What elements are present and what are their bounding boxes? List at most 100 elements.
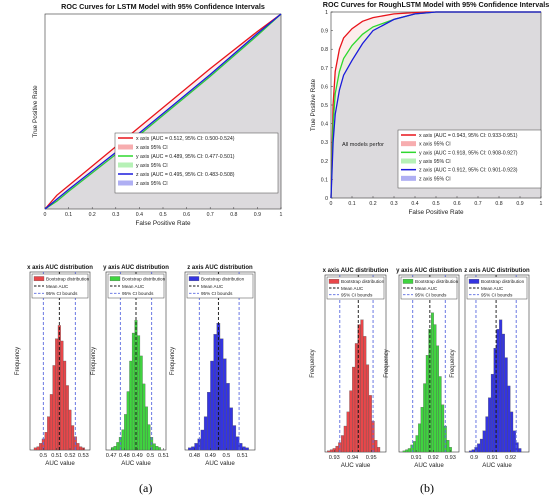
hist_a_x-bar <box>33 447 37 451</box>
hist_a_x-plot: x axis AUC distribution AUC value Frequenc… <box>15 265 93 467</box>
hist_b_y-xtick-label: 0.93 <box>445 455 456 461</box>
hist_a_z-ylabel: Frequency <box>170 347 176 375</box>
hist_a_y-xtick-label: 0.48 <box>119 453 130 459</box>
roc_b-legend-entry: x axis 95% CI <box>419 142 451 148</box>
hist_a_z-bar <box>229 407 233 451</box>
hist_b_x-bar <box>354 343 358 453</box>
hist_b_z-plot: z axis AUC distribution AUC value Frequenc… <box>450 268 530 469</box>
roc_a-xtick-label: 0.3 <box>112 212 119 218</box>
legend-bar-swatch <box>109 276 121 282</box>
hist_b_z-bar <box>499 319 503 453</box>
hist_b_z-bar <box>479 438 483 453</box>
roc_b-xtick-label: 0.3 <box>390 201 397 207</box>
hist_b_y-bar <box>407 448 411 453</box>
hist_a_x-bar <box>44 432 48 451</box>
hist_a_y-bar <box>155 446 159 451</box>
hist_a_x-bar <box>79 446 83 451</box>
hist_b_z-bar <box>482 430 486 453</box>
hist_b_x-plot: x axis AUC distribution AUC value Frequenc… <box>310 268 389 469</box>
roc_b-xtick-label: 0.8 <box>495 201 502 207</box>
hist_a_x-bar <box>60 340 64 451</box>
hist_b_z-bar <box>490 373 494 453</box>
hist_a_z-bar <box>210 360 214 451</box>
hist_b_x-legend-entry: Bootstrap distribution <box>341 279 385 284</box>
hist_a_z-bar <box>219 338 224 451</box>
hist_b_z-bar <box>496 329 500 453</box>
roc_b-ytick-label: 0.9 <box>321 29 328 35</box>
hist_b_x-bar <box>346 411 350 453</box>
hist_a_y-xlabel: AUC value <box>121 460 151 467</box>
roc_a-xtick-label: 0.7 <box>207 212 214 218</box>
hist_a_z-bar <box>245 447 249 451</box>
hist_b_y-bar <box>412 441 416 453</box>
hist_b_x-bar <box>352 366 356 453</box>
hist_a_y-bar <box>129 360 133 451</box>
hist_b_y-bar <box>405 449 409 453</box>
hist_a_z-bar <box>232 425 237 451</box>
hist_b_y-xlabel: AUC value <box>414 462 444 469</box>
roc_b-xtick-label: 0.4 <box>411 201 418 207</box>
hist_a_x-bar <box>52 365 56 451</box>
hist_a_x-bar <box>36 446 40 451</box>
hist_b_y-plot: y axis AUC distribution AUC value Frequenc… <box>384 268 462 469</box>
roc_b-xtick-label: 0.6 <box>453 201 460 207</box>
roc_a-legend-entry: y axis (AUC = 0.489, 95% CI: 0.477-0.501… <box>136 154 235 160</box>
hist_b_y-bar <box>438 376 442 453</box>
hist_a_x-title: x axis AUC distribution <box>27 265 93 271</box>
roc_b-legend <box>397 129 542 189</box>
roc_b-ytick-label: 1 <box>325 10 328 16</box>
hist_b_x-bar <box>360 319 364 453</box>
hist_b_y-bar <box>443 425 447 453</box>
hist_b_x-bar <box>343 425 347 453</box>
hist_a_z-bar <box>194 443 198 451</box>
roc_a-legend <box>114 132 279 194</box>
hist_b_x-bar <box>349 390 353 453</box>
roc_b-xtick-label: 0 <box>330 201 333 207</box>
roc_b-legend-entry: z axis 95% CI <box>419 176 451 182</box>
legend-bar-swatch <box>188 276 200 282</box>
hist_b_x-bar <box>368 395 372 453</box>
hist_b_y-ylabel: Frequency <box>384 349 390 377</box>
roc_b-legend-entry: y axis 95% CI <box>419 159 451 165</box>
legend-patch-swatch <box>401 175 416 181</box>
hist_a_y-bar <box>158 447 161 451</box>
legend-bar-swatch <box>402 278 414 284</box>
hist_a_y-legend-entry: Mean AUC <box>122 284 145 289</box>
hist_b_y-xtick-label: 0.92 <box>428 455 439 461</box>
hist_b_x-xtick-label: 0.93 <box>329 455 340 461</box>
hist_b_z-bar <box>504 357 508 453</box>
hist_b_z-legend-entry: Mean AUC <box>481 286 504 291</box>
hist_b_x-bar <box>341 435 345 453</box>
roc_b-xtick-label: 0.1 <box>348 201 355 207</box>
hist_b_y-bar <box>446 440 450 453</box>
panel-a-label: (a) <box>139 481 153 495</box>
hist_a_y-legend-entry: 95% CI bounds <box>122 291 154 296</box>
roc_a-xtick-label: 0.4 <box>136 212 143 218</box>
hist_a_x-bar <box>63 360 67 451</box>
hist_a_y-plot: y axis AUC distribution AUC value Frequenc… <box>91 265 169 467</box>
hist_a_z-bar <box>223 358 227 451</box>
legend-patch-swatch <box>118 144 133 150</box>
roc_a-xtick-label: 0.5 <box>159 212 166 218</box>
hist_b_z-xlabel: AUC value <box>482 462 512 469</box>
hist_b_y-legend-entry: Bootstrap distribution <box>415 279 459 284</box>
hist_a_z-title: z axis AUC distribution <box>187 265 253 271</box>
hist_a_z-legend-entry: 95% CI bounds <box>201 291 233 296</box>
hist_a_x-legend-entry: Mean AUC <box>46 284 69 289</box>
hist_b_x-xtick-label: 0.95 <box>366 455 377 461</box>
hist_a_x-bar <box>47 416 51 451</box>
hist_b_x-xlabel: AUC value <box>341 462 371 469</box>
legend-bar-swatch <box>328 278 340 284</box>
legend-bar-swatch <box>468 278 480 284</box>
hist_a_z-bar <box>207 391 211 451</box>
hist_a_y-bar <box>139 355 143 451</box>
hist_a_z-bar <box>188 447 192 451</box>
hist_a_x-bar <box>76 443 80 451</box>
hist_a_y-bar <box>131 332 135 451</box>
hist_a_y-bar <box>152 443 156 451</box>
hist_b_y-bar <box>418 423 422 453</box>
hist_a_y-bar <box>147 424 151 451</box>
hist_a_x-bar <box>65 385 69 451</box>
roc_b-plot: ROC Curves for RoughLSTM Model with 95% … <box>310 0 549 216</box>
hist_b_y-bar <box>433 324 437 453</box>
